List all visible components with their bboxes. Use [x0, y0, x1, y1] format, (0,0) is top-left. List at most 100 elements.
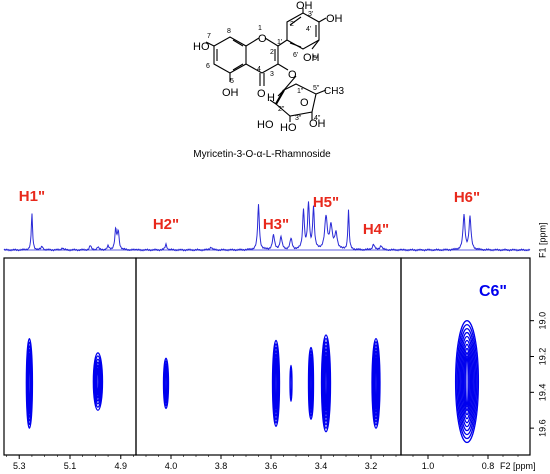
atom-label: CH3	[324, 86, 344, 97]
atom-label: 8	[227, 28, 231, 35]
contour-ring	[162, 357, 170, 410]
cross-peak	[371, 337, 381, 429]
x-tick-label: 3.2	[365, 461, 378, 471]
x-tick-label: 1.0	[422, 461, 435, 471]
atom-label: 3'	[308, 11, 313, 18]
atom-label: 5'	[313, 55, 318, 62]
y-axis-title: F1 [ppm]	[537, 222, 547, 258]
x-tick-label: 4.0	[165, 461, 178, 471]
contour-ring	[458, 331, 476, 432]
atom-label: HO	[280, 122, 297, 134]
x-tick-label: 3.8	[215, 461, 228, 471]
x-tick-label: 5.1	[64, 461, 77, 471]
y-axis: 19.0 19.2 19.4 19.6	[530, 312, 547, 437]
contour-ring	[462, 347, 472, 416]
cross-peak	[271, 339, 281, 427]
proton-label: H4"	[363, 221, 389, 238]
cross-peak	[454, 320, 480, 444]
molecule-structure: HO 7 8 1 O 2 6 5 4 3 OH O O 2' 3' 4' 5' …	[193, 0, 344, 134]
atom-label: 4	[257, 66, 261, 73]
contour-ring	[454, 320, 480, 444]
atom-label: O	[288, 69, 297, 81]
cross-peak	[307, 346, 315, 420]
contour-ring	[25, 337, 34, 429]
atom-label: 1"	[297, 88, 304, 95]
spectrum-trace	[400, 214, 531, 252]
atom-label: 2"	[278, 106, 285, 113]
panel-frame-1	[3, 257, 137, 456]
atom-label: 6	[206, 63, 210, 70]
contour-ring	[456, 323, 478, 440]
atom-label: 7	[207, 33, 211, 40]
x-axis: 5.3 5.1 4.9 4.0 3.8 3.6 3.4 3.2 1.0 0.8	[6, 455, 519, 471]
atom-label: HO	[257, 119, 274, 131]
molecule-caption: Myricetin-3-O-α-L-Rhamnoside	[193, 149, 331, 160]
cross-peak	[162, 357, 170, 410]
atom-label: 5	[230, 78, 234, 85]
proton-label: H2"	[153, 216, 179, 233]
cross-peak	[289, 364, 293, 402]
atom-label: 3"	[295, 115, 302, 122]
atom-label: O	[300, 97, 309, 109]
proton-label: H1"	[19, 188, 45, 205]
y-tick-label: 19.2	[537, 348, 547, 366]
nmr-chart: H1" H2" H3" H5" H4" H6" 5.3 5.1 4.9 4.0 3.8 3.6 3.4…	[3, 188, 547, 471]
atom-label: OH	[222, 87, 239, 99]
atom-label: OH	[326, 13, 343, 25]
proton-label: H5"	[313, 194, 339, 211]
y-tick-label: 19.0	[537, 312, 547, 330]
x-axis-title: F2 [ppm]	[500, 461, 536, 471]
cross-peaks	[25, 320, 480, 444]
atom-label: OH	[309, 118, 326, 130]
x-tick-label: 3.6	[265, 461, 278, 471]
atom-label: 1	[258, 25, 262, 32]
y-tick-label: 19.6	[537, 419, 547, 437]
x-tick-label: 4.9	[115, 461, 128, 471]
cross-peak	[320, 334, 332, 433]
contour-ring	[271, 339, 281, 427]
contour-ring	[459, 335, 475, 428]
carbon-label: C6"	[479, 283, 507, 300]
atom-label: H	[267, 92, 275, 104]
atom-label: 2'	[290, 21, 295, 28]
atom-label: O	[257, 88, 266, 100]
atom-label: 1'	[277, 39, 282, 46]
contour-ring	[92, 352, 104, 411]
contour-ring	[465, 355, 469, 408]
contour-ring	[307, 346, 315, 420]
contour-ring	[320, 334, 332, 433]
proton-label: H6"	[454, 189, 480, 206]
panel-frame-2	[135, 257, 402, 456]
proton-label: H3"	[263, 216, 289, 233]
contour-ring	[461, 343, 473, 420]
proton-spectrum-1d	[3, 201, 531, 252]
hmbc-panels	[3, 257, 531, 456]
cross-peak	[92, 352, 104, 411]
contour-ring	[289, 364, 293, 402]
contour-ring	[96, 367, 100, 396]
atom-label: O	[258, 33, 267, 45]
contour-ring	[95, 364, 101, 399]
contour-ring	[464, 351, 470, 412]
contour-ring	[94, 361, 101, 402]
atom-label: 6'	[293, 52, 298, 59]
contour-ring	[94, 358, 102, 405]
atom-label: OH	[303, 52, 320, 64]
contour-ring	[371, 337, 381, 429]
proton-labels: H1" H2" H3" H5" H4" H6"	[19, 188, 480, 238]
atom-label: HO	[193, 41, 210, 53]
atom-label: 4'	[306, 26, 311, 33]
atom-label: OH	[296, 0, 313, 12]
atom-label: 2	[270, 49, 274, 56]
cross-peak	[25, 337, 34, 429]
spectrum-trace	[3, 213, 137, 252]
atom-label: 5"	[313, 85, 320, 92]
x-tick-label: 3.4	[315, 461, 328, 471]
atom-label: 4"	[314, 115, 321, 122]
x-tick-label: 5.3	[13, 461, 26, 471]
atom-label: 3	[270, 71, 274, 78]
x-tick-label: 0.8	[482, 461, 495, 471]
y-tick-label: 19.4	[537, 384, 547, 402]
contour-ring	[93, 355, 103, 408]
contour-ring	[460, 339, 474, 424]
